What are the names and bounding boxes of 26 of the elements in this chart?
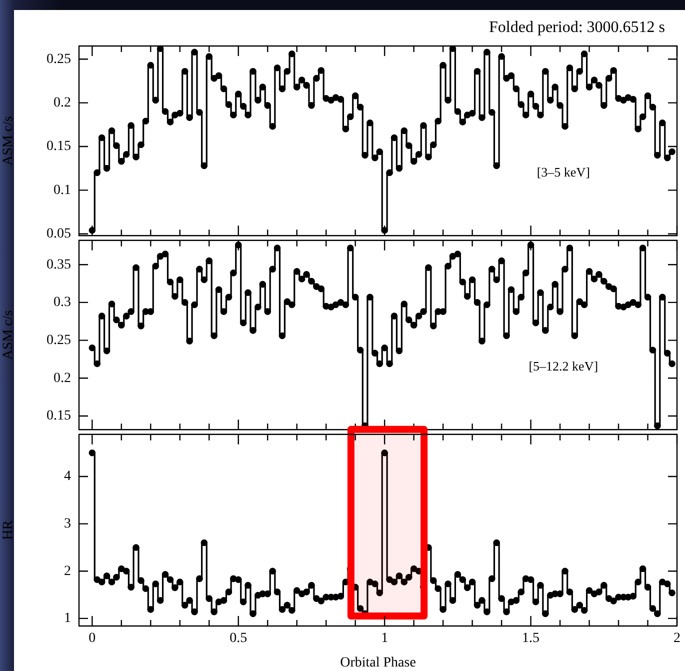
y-tick-label: 0.25	[46, 332, 71, 348]
y-tick-label: 0.35	[46, 257, 71, 272]
annotation: [5–12.2 keV]	[528, 358, 598, 374]
chart-title: Folded period: 3000.6512 s	[489, 19, 665, 36]
x-tick-label: 1.5	[522, 631, 540, 646]
y-tick-label: 2	[64, 564, 71, 579]
y-tick-label: 0.2	[54, 370, 71, 386]
annotation: [3–5 keV]	[536, 164, 590, 180]
x-tick-label: 0.5	[230, 631, 248, 646]
y-tick-label: 3	[64, 516, 71, 532]
y-axis-title: HR	[1, 520, 16, 540]
y-tick-label: 0.1	[54, 182, 71, 198]
y-tick-label: 1	[64, 611, 71, 626]
y-tick-label: 0.25	[46, 52, 71, 67]
x-tick-label: 0	[88, 631, 96, 646]
y-tick-label: 4	[64, 469, 71, 484]
y-axis-title: ASM c/s	[1, 116, 16, 166]
y-tick-label: 0.3	[54, 295, 71, 310]
y-tick-label: 0.2	[54, 95, 71, 110]
x-tick-label: 2	[674, 631, 680, 646]
x-axis-title: Orbital Phase	[340, 655, 416, 670]
y-axis-title: ASM c/s	[1, 310, 16, 360]
y-tick-label: 0.15	[46, 408, 71, 424]
y-tick-label: 0.15	[46, 139, 71, 154]
y-tick-label: 0.05	[46, 226, 71, 242]
x-tick-label: 1	[381, 631, 388, 646]
